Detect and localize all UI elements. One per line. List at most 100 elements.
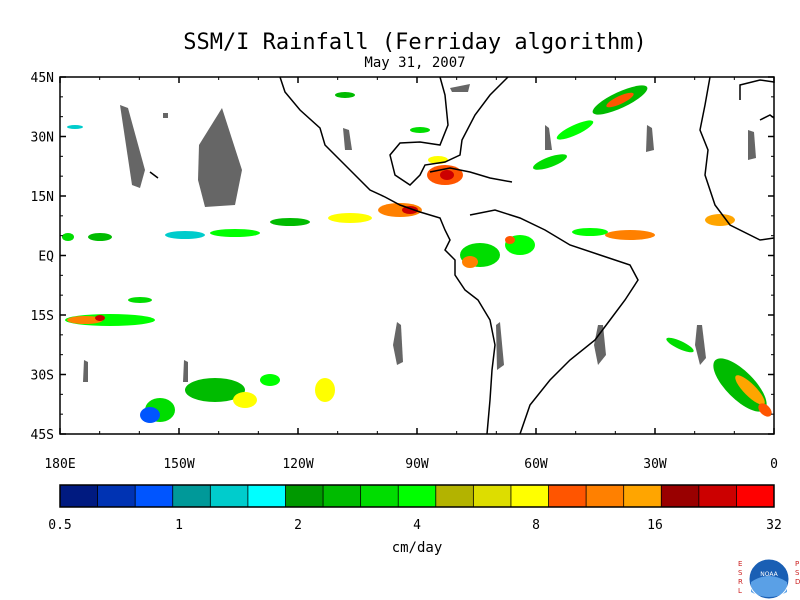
logo-letter: P: [795, 560, 799, 568]
colorbar-swatch: [60, 485, 99, 507]
swath: [545, 125, 552, 150]
colorbar-units: cm/day: [391, 540, 443, 556]
swath: [695, 325, 706, 365]
lat-label: 30S: [31, 369, 54, 384]
rain-patch: [210, 229, 260, 237]
map-panel: 45N 30N 15N EQ 15S 30S 45S 180E 150W 120W 90W 60W 3…: [31, 71, 778, 472]
latitude-axis: 45N 30N 15N EQ 15S 30S 45S: [31, 71, 774, 443]
lat-label: 45S: [31, 428, 54, 443]
rain-patch: [67, 125, 83, 129]
swath: [393, 322, 403, 365]
colorbar-swatch: [510, 485, 550, 507]
rain-patch: [556, 120, 594, 140]
swath: [594, 325, 606, 365]
rain-patch: [758, 403, 772, 417]
lon-label: 0: [770, 457, 778, 472]
rain-patch: [67, 316, 103, 324]
rain-patch: [335, 92, 355, 98]
rain-patch: [128, 297, 152, 303]
colorbar-swatch: [210, 485, 249, 507]
lon-label: 180E: [44, 457, 75, 472]
rain-patch: [185, 378, 245, 402]
rain-patch: [605, 230, 655, 240]
rain-patch: [505, 236, 515, 244]
rain-patch: [260, 374, 280, 386]
rain-patch: [62, 233, 74, 241]
swath: [183, 360, 188, 382]
rain-patch: [410, 127, 430, 133]
rain-patch: [705, 214, 735, 226]
coastline-iberia: [739, 79, 775, 100]
colorbar-swatch: [698, 485, 737, 507]
rain-patch: [165, 231, 205, 239]
rainfall-field: [62, 85, 772, 423]
rain-patch: [95, 315, 105, 321]
colorbar-swatch: [623, 485, 662, 507]
logo-letter: S: [795, 569, 800, 577]
coastline-americas-west: [279, 76, 496, 435]
colorbar-tick-label: 4: [413, 518, 421, 533]
map-background: [60, 77, 774, 434]
logo-letter: R: [738, 578, 743, 586]
logo-letter: D: [795, 578, 800, 586]
colorbar-frame: [59, 484, 775, 508]
colorbar-swatch: [586, 485, 625, 507]
colorbar-swatch: [736, 485, 775, 507]
rain-patch: [328, 213, 372, 223]
rain-patch: [402, 206, 418, 214]
logo-letter: S: [738, 569, 743, 577]
colorbar-tick-label: 0.5: [48, 518, 71, 533]
swath: [496, 322, 504, 370]
colorbar-swatch: [135, 485, 174, 507]
colorbar-swatch: [97, 485, 136, 507]
rain-patch: [440, 170, 454, 180]
colorbar-swatch: [285, 485, 324, 507]
swath: [343, 128, 352, 150]
swath: [83, 360, 88, 382]
colorbar-swatch: [435, 485, 474, 507]
colorbar-swatch: [473, 485, 512, 507]
coastline-hawaii: [149, 171, 159, 179]
rain-patch: [735, 375, 765, 405]
rain-patch: [88, 233, 112, 241]
colorbar-swatch: [548, 485, 587, 507]
logo-letter: L: [738, 587, 742, 595]
lat-label: 15S: [31, 309, 54, 324]
noaa-ring: [748, 558, 790, 600]
colorbar-tick-label: 1: [175, 518, 183, 533]
rain-patch: [462, 256, 478, 268]
swath: [198, 108, 242, 207]
swath: [120, 105, 145, 188]
coastlines: [149, 76, 775, 435]
missing-data-swaths: [83, 84, 756, 382]
rain-patch: [532, 154, 568, 170]
colorbar-swatch: [661, 485, 700, 507]
colorbar-swatch: [247, 485, 286, 507]
rain-patch: [572, 228, 608, 236]
rain-patch: [606, 92, 634, 108]
coastline-caribbean-islands: [429, 167, 513, 183]
lon-label: 30W: [643, 457, 667, 472]
colorbar-swatch: [398, 485, 437, 507]
logo-letter: E: [738, 560, 742, 568]
map-title: SSM/I Rainfall (Ferriday algorithm): [183, 30, 647, 55]
colorbar-tick-label: 16: [647, 518, 663, 533]
colorbar-swatch: [360, 485, 399, 507]
logo-center-text: NOAA: [760, 571, 778, 578]
lon-label: 60W: [524, 457, 548, 472]
lat-label: 30N: [31, 131, 54, 146]
colorbar-tick-label: 8: [532, 518, 540, 533]
colorbar-tick-label: 32: [766, 518, 782, 533]
rain-patch: [315, 378, 335, 402]
rain-patch: [270, 218, 310, 226]
colorbar-swatch: [172, 485, 211, 507]
lon-label: 120W: [282, 457, 313, 472]
lat-label: EQ: [38, 250, 54, 265]
colorbar-tick-label: 2: [294, 518, 302, 533]
noaa-wave: [751, 576, 787, 597]
coastline-africa: [699, 76, 775, 241]
